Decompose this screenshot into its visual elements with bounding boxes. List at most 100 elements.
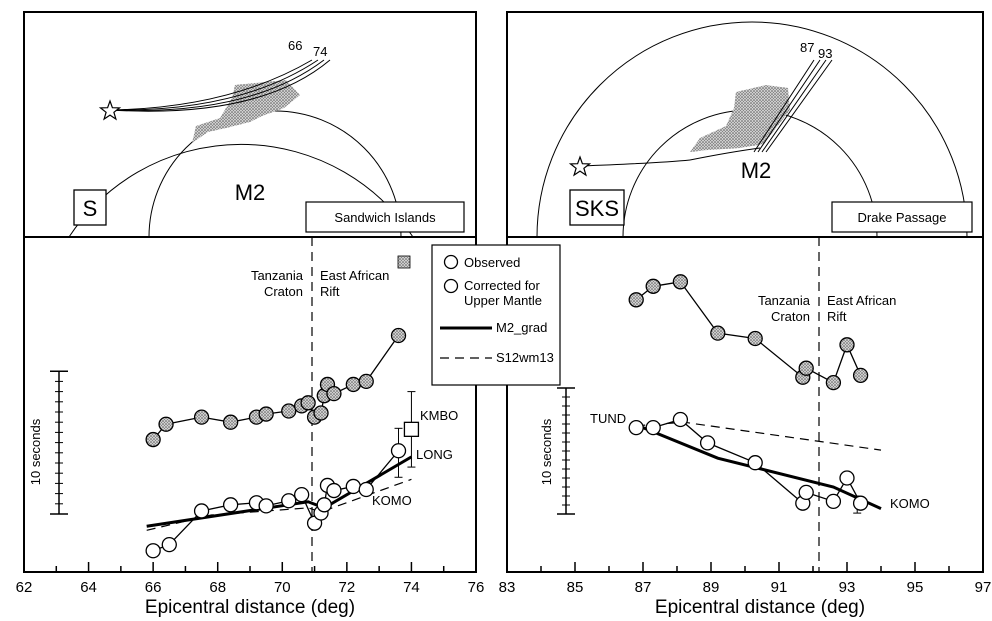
right-region-craton-2: Craton [771,309,810,324]
left-source-star-icon [98,99,122,121]
left-observed-point [316,497,332,513]
right-source-star-icon [568,155,592,177]
legend-corrected-label-2: Upper Mantle [464,293,542,308]
right-source-box [831,201,973,233]
right-x-tick-label: 87 [635,579,652,596]
left-x-tick-label: 68 [209,579,226,596]
right-scale-label: 10 seconds [539,418,554,485]
right-corrected-point [839,337,855,353]
right-scale-bar [557,387,575,515]
right-corrected-point [628,292,644,308]
right-observed-line [636,418,862,505]
left-corrected-point [313,405,329,421]
right-x-tick-label: 97 [975,579,992,596]
right-station-komo: KOMO [890,496,930,511]
left-observed-point [145,543,161,559]
left-anomaly [192,80,300,143]
right-source-label: Drake Passage [858,210,947,225]
left-ray-label-74: 74 [313,44,327,59]
right-core-label: M2 [741,158,772,183]
left-corrected-point [345,376,361,393]
left-corrected-point [145,431,161,448]
left-phase-label: S [83,196,98,221]
right-x-axis-label: Epicentral distance (deg) [655,597,865,618]
left-core-label: M2 [235,180,266,205]
left-corrected-point [222,414,239,430]
left-region-rift-2: Rift [320,284,340,299]
right-x-axis: 83 85 87 89 91 93 95 97 [499,562,992,596]
left-ray-1 [109,59,313,111]
right-corrected-point [747,330,763,347]
left-region-craton-1: Tanzania [251,268,304,283]
right-x-tick-label: 95 [907,579,924,596]
right-observed-point [645,419,661,436]
right-observed-point [628,419,644,436]
right-panel: 87 93 M2 SKS Drake Passage 83 85 87 89 91 93 9… [499,11,992,618]
right-ray-label-93: 93 [818,46,832,61]
right-s12wm13-line [636,421,882,451]
left-corrected-point [258,406,274,422]
right-observed-point [825,493,842,510]
left-corrected-point [358,373,374,390]
left-ray-2 [109,59,319,111]
right-x-tick-label: 89 [703,579,720,596]
right-earth-surface [536,21,968,238]
left-ray-3 [109,59,325,112]
right-observed-point [747,455,763,471]
legend-observed-marker [443,254,459,270]
left-scale-bar [50,370,68,515]
right-x-tick-label: 93 [839,579,856,596]
left-observed-point [193,503,210,519]
right-corrected-point [710,325,726,341]
right-phase-box [569,189,625,226]
left-phase-box [73,189,107,226]
right-observed-point [839,470,855,486]
right-corrected-point [645,278,661,294]
left-observed-point [258,498,274,514]
right-observed-point [672,411,689,428]
left-x-axis: 62 64 66 68 70 72 74 76 [16,562,484,596]
right-region-rift-2: Rift [827,309,847,324]
left-corrected-point [390,327,407,344]
left-panel: 66 74 M2 S Sandwich Islands 62 64 66 68 70 72… [16,11,484,618]
right-corrected-point [852,367,869,384]
right-region-craton-1: Tanzania [758,293,811,308]
left-plot-area [145,327,420,559]
left-corrected-point [193,409,210,425]
right-x-tick-label: 83 [499,579,516,596]
left-region-craton-2: Craton [264,284,303,299]
left-x-axis-label: Epicentral distance (deg) [145,597,355,618]
left-station-long: LONG [416,447,453,462]
right-corrected-point [798,360,814,376]
right-x-tick-label: 85 [567,579,584,596]
left-station-komo: KOMO [372,493,412,508]
left-region-rift-1: East African [320,268,389,283]
legend-corrected-marker [443,278,459,294]
legend-corrected-label-1: Corrected for [464,278,541,293]
right-plot-area [628,274,882,514]
left-corrected-point [158,416,174,432]
left-ray-4 [109,59,331,112]
left-corrected-point [281,403,297,419]
right-ray-4 [765,59,833,153]
left-observed-point [358,481,374,498]
left-ray-diagram: 66 74 M2 S Sandwich Islands [68,38,465,238]
left-x-tick-label: 62 [16,579,33,596]
legend: Observed Corrected for Upper Mantle M2_g… [397,244,561,386]
right-corrected-line [635,281,862,384]
right-corrected-point [672,274,689,290]
left-x-tick-label: 74 [403,579,420,596]
left-station-kmbo: KMBO [420,408,458,423]
right-ray-3 [761,59,827,153]
left-x-tick-label: 72 [339,579,356,596]
right-x-tick-label: 91 [771,579,788,596]
left-observed-point [345,478,361,495]
right-ray-mantle [579,159,691,167]
left-corrected-point [300,395,316,411]
left-observed-point [294,486,310,503]
right-observed-point [852,495,869,511]
left-observed-point [281,493,297,509]
right-phase-label: SKS [575,196,619,221]
left-corrected-point [326,385,342,402]
